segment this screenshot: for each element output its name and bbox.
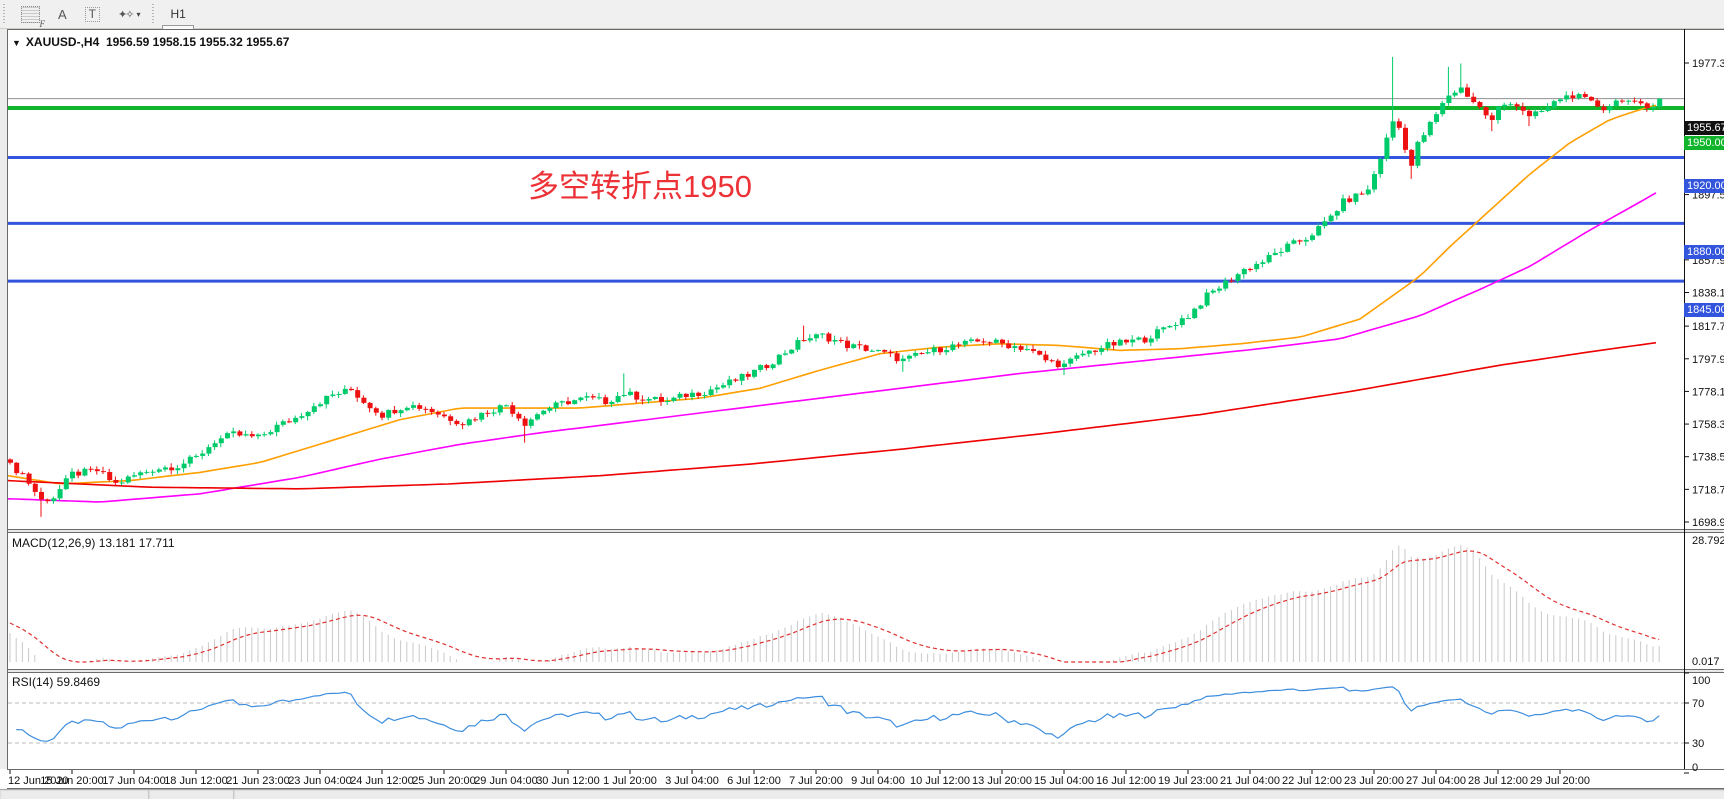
svg-text:19 Jul 23:00: 19 Jul 23:00 [1158, 775, 1218, 787]
svg-text:1838.10: 1838.10 [1692, 288, 1724, 300]
svg-text:23 Jul 20:00: 23 Jul 20:00 [1344, 775, 1404, 787]
svg-text:29 Jul 20:00: 29 Jul 20:00 [1530, 775, 1590, 787]
symbol-title: ▼ XAUUSD-,H4 1956.59 1958.15 1955.32 1955… [12, 35, 290, 49]
svg-text:9 Jul 04:00: 9 Jul 04:00 [851, 775, 905, 787]
chart-text-annotation[interactable]: 多空转折点1950 [528, 169, 752, 204]
rsi-axis-0: 0 [1692, 762, 1698, 774]
svg-text:1817.70: 1817.70 [1692, 321, 1724, 333]
main-chart-panel [7, 98, 1684, 503]
chart-region: 1977.301937.101897.501857.901838.101817.… [0, 29, 1724, 789]
svg-text:1778.10: 1778.10 [1692, 386, 1724, 398]
macd-signal-line [9, 550, 1660, 663]
svg-text:23 Jun 04:00: 23 Jun 04:00 [288, 775, 352, 787]
rsi-axis-100: 100 [1692, 675, 1710, 687]
letter-t-icon: T [84, 6, 101, 22]
svg-text:24 Jun 12:00: 24 Jun 12:00 [350, 775, 414, 787]
ma-mid-magenta [7, 192, 1657, 503]
text-box-button[interactable]: T [77, 3, 108, 25]
rsi-panel [8, 686, 1684, 744]
price-tag-1845.00: 1845.00 [1684, 303, 1724, 317]
rsi-indicator-label: RSI(14) 59.8469 [12, 675, 101, 689]
svg-text:28 Jul 12:00: 28 Jul 12:00 [1468, 775, 1528, 787]
svg-text:25 Jun 20:00: 25 Jun 20:00 [412, 775, 476, 787]
candles-layer [8, 56, 1663, 517]
rsi-axis-70: 70 [1692, 698, 1704, 710]
status-segment-2 [149, 790, 234, 799]
ma-slow-red [7, 341, 1657, 490]
panel-borders [7, 29, 1724, 789]
dropdown-triangle-icon[interactable]: ▼ [12, 38, 21, 48]
indicator-f-icon[interactable]: F [13, 3, 48, 29]
macd-indicator-label: MACD(12,26,9) 13.181 17.711 [12, 536, 175, 550]
shapes-icon: ✦✧ [118, 7, 135, 21]
svg-text:27 Jul 04:00: 27 Jul 04:00 [1406, 775, 1466, 787]
svg-text:30 Jun 12:00: 30 Jun 12:00 [536, 775, 600, 787]
svg-text:1738.50: 1738.50 [1692, 452, 1724, 464]
rsi-line [16, 686, 1660, 742]
svg-text:22 Jul 12:00: 22 Jul 12:00 [1282, 775, 1342, 787]
letter-a-icon: A [58, 6, 67, 22]
chevron-down-icon: ▾ [136, 9, 141, 19]
toolbar: F A T ✦✧▾ M1M5M15M30H1H4D1W1MN [0, 0, 1724, 109]
svg-text:15 Jun 20:00: 15 Jun 20:00 [40, 775, 104, 787]
dotted-grid-icon: F [21, 5, 45, 29]
svg-text:1857.90: 1857.90 [1692, 255, 1724, 267]
macd-axis-max: 28.792 [1692, 535, 1724, 547]
svg-text:1 Jul 20:00: 1 Jul 20:00 [603, 775, 657, 787]
price-tag-1920.00: 1920.00 [1684, 179, 1724, 193]
svg-text:3 Jul 04:00: 3 Jul 04:00 [665, 775, 719, 787]
macd-panel [9, 545, 1660, 663]
svg-text:6 Jul 12:00: 6 Jul 12:00 [727, 775, 781, 787]
svg-text:1797.90: 1797.90 [1692, 354, 1724, 366]
svg-text:10 Jul 12:00: 10 Jul 12:00 [910, 775, 970, 787]
price-tag-1955.67: 1955.67 [1684, 121, 1724, 135]
price-tag-1880.00: 1880.00 [1684, 245, 1724, 259]
timeframe-button-h1[interactable]: H1 [162, 3, 193, 25]
svg-text:12 Jun 2020: 12 Jun 2020 [8, 775, 69, 787]
price-tag-1950.00: 1950.00 [1684, 136, 1724, 150]
status-segment-3 [234, 790, 1724, 799]
svg-text:21 Jul 04:00: 21 Jul 04:00 [1220, 775, 1280, 787]
svg-text:7 Jul 20:00: 7 Jul 20:00 [789, 775, 843, 787]
svg-text:17 Jun 04:00: 17 Jun 04:00 [102, 775, 166, 787]
svg-text:1698.90: 1698.90 [1692, 517, 1724, 529]
svg-text:1977.30: 1977.30 [1692, 58, 1724, 70]
shapes-button[interactable]: ✦✧ ▾ [110, 3, 148, 25]
toolbar-grip-2[interactable] [152, 4, 158, 24]
svg-text:1718.70: 1718.70 [1692, 484, 1724, 496]
svg-text:15 Jul 04:00: 15 Jul 04:00 [1034, 775, 1094, 787]
rsi-axis-30: 30 [1692, 738, 1704, 750]
svg-text:29 Jun 04:00: 29 Jun 04:00 [474, 775, 538, 787]
macd-axis-min: 0.017 [1692, 656, 1720, 668]
status-bar [0, 789, 1724, 799]
svg-text:18 Jun 12:00: 18 Jun 12:00 [164, 775, 228, 787]
svg-text:1758.30: 1758.30 [1692, 419, 1724, 431]
toolbar-grip[interactable] [3, 4, 8, 24]
ma-fast-orange [7, 104, 1657, 485]
svg-text:16 Jul 12:00: 16 Jul 12:00 [1096, 775, 1156, 787]
text-label-button[interactable]: A [50, 3, 75, 25]
chart-canvas[interactable]: 1977.301937.101897.501857.901838.101817.… [0, 29, 1724, 789]
svg-text:21 Jun 23:00: 21 Jun 23:00 [226, 775, 290, 787]
svg-text:13 Jul 20:00: 13 Jul 20:00 [972, 775, 1032, 787]
status-segment-1 [0, 790, 149, 799]
